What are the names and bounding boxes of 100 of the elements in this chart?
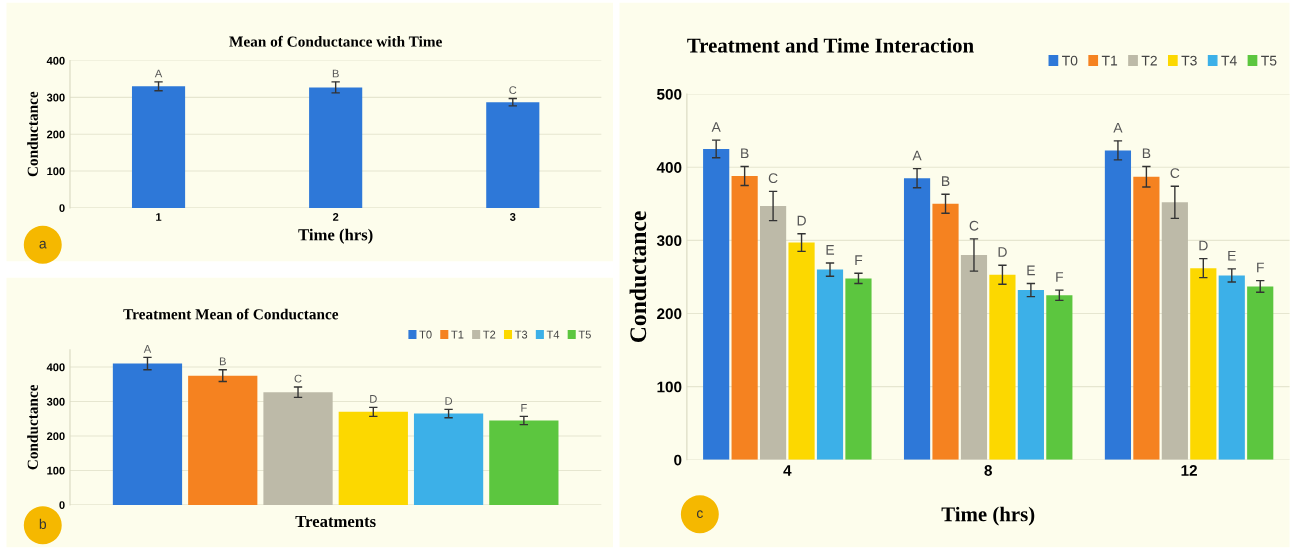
data-label: D [998, 247, 1007, 257]
bar [112, 363, 183, 505]
y-tick-label: 400 [656, 162, 682, 173]
data-label: F [855, 255, 863, 265]
y-tick-label: 200 [46, 130, 65, 139]
data-label: D [1199, 240, 1208, 251]
x-tick-label: 4 [783, 465, 792, 476]
data-label: A [143, 345, 152, 353]
data-label: B [942, 176, 950, 186]
bar [309, 87, 363, 208]
bar [788, 242, 815, 460]
y-axis-title: Conductance [27, 91, 38, 177]
bar [338, 411, 408, 505]
bar [816, 269, 844, 460]
bar [413, 413, 484, 505]
data-label: F [1056, 272, 1064, 282]
bar [1190, 268, 1217, 460]
chart-title: Mean of Conductance with Time [229, 35, 442, 47]
legend-label: T5 [578, 330, 591, 339]
text: b [39, 518, 47, 529]
data-label: C [294, 374, 302, 383]
y-tick-label: 0 [59, 204, 65, 213]
bar [1133, 176, 1160, 460]
legend-label: T3 [514, 330, 528, 339]
bar [1247, 286, 1274, 460]
x-axis-title: Time (hrs) [298, 228, 373, 244]
x-axis-title: Time (hrs) [941, 506, 1035, 526]
x-tick-label: 2 [332, 213, 339, 221]
data-label: F [521, 404, 527, 412]
y-tick-label: 0 [59, 501, 65, 510]
chart-title: Treatment and Time Interaction [687, 37, 974, 53]
text: c [696, 510, 703, 518]
bar [845, 278, 872, 460]
y-tick-label: 200 [657, 308, 682, 320]
y-tick-label: 300 [656, 235, 682, 247]
legend-label: T1 [451, 330, 464, 339]
y-tick-label: 400 [46, 56, 65, 65]
data-label: B [1142, 148, 1151, 159]
data-label: E [1027, 265, 1035, 276]
y-axis-title: Conductance [27, 384, 38, 470]
legend-label: T2 [483, 330, 496, 339]
data-label: F [1257, 262, 1264, 273]
y-tick-label: 200 [46, 432, 65, 441]
y-tick-label: 400 [46, 363, 65, 372]
bar [760, 205, 787, 460]
data-label: B [741, 148, 749, 159]
y-tick-label: 100 [47, 167, 65, 176]
x-tick-label: 12 [1181, 465, 1197, 476]
bar [1104, 150, 1132, 460]
x-tick-label: 1 [156, 213, 162, 221]
data-label: A [154, 69, 163, 78]
bar [188, 375, 258, 505]
x-axis-title: Treatments [295, 515, 376, 528]
legend-label: T2 [1141, 55, 1157, 66]
chart-title: Treatment Mean of Conductance [123, 308, 339, 320]
legend-label: T1 [1101, 55, 1118, 66]
data-label: B [219, 357, 226, 366]
bar [486, 102, 540, 208]
y-axis-title: Conductance [629, 211, 647, 343]
legend-label: T3 [1181, 55, 1197, 66]
data-label: D [370, 395, 377, 403]
data-label: D [445, 397, 453, 405]
y-tick-label: 300 [46, 93, 65, 102]
bar [1218, 275, 1245, 460]
legend-label: T0 [1062, 55, 1078, 66]
bar [1046, 295, 1073, 460]
bar [960, 254, 988, 460]
data-label: B [332, 69, 339, 78]
bar [1161, 202, 1188, 460]
legend-label: T0 [419, 330, 432, 339]
y-tick-label: 0 [674, 454, 682, 466]
bar [1017, 290, 1044, 460]
bar [703, 148, 730, 460]
data-label: A [1113, 122, 1123, 133]
text: a [39, 240, 47, 249]
legend-label: T5 [1261, 55, 1277, 66]
bar [131, 86, 186, 208]
y-tick-label: 300 [46, 397, 65, 406]
bar [903, 178, 931, 460]
data-label: C [1170, 168, 1180, 178]
data-label: A [912, 150, 922, 161]
x-tick-label: 3 [509, 213, 516, 221]
legend-label: T4 [546, 330, 560, 339]
y-tick-label: 500 [657, 88, 682, 100]
legend-label: T4 [1221, 55, 1237, 66]
x-tick-label: 8 [984, 465, 992, 476]
data-label: C [969, 220, 979, 231]
bar [731, 175, 758, 460]
bar [263, 392, 333, 505]
data-label: C [509, 86, 517, 95]
data-label: D [797, 215, 806, 226]
data-label: C [768, 173, 778, 184]
data-label: A [711, 122, 721, 132]
bar [989, 274, 1016, 460]
y-tick-label: 100 [657, 381, 682, 393]
data-label: E [826, 245, 835, 255]
y-tick-label: 100 [47, 466, 65, 475]
data-label: E [1228, 250, 1236, 261]
bar [932, 203, 959, 460]
bar [489, 420, 559, 505]
